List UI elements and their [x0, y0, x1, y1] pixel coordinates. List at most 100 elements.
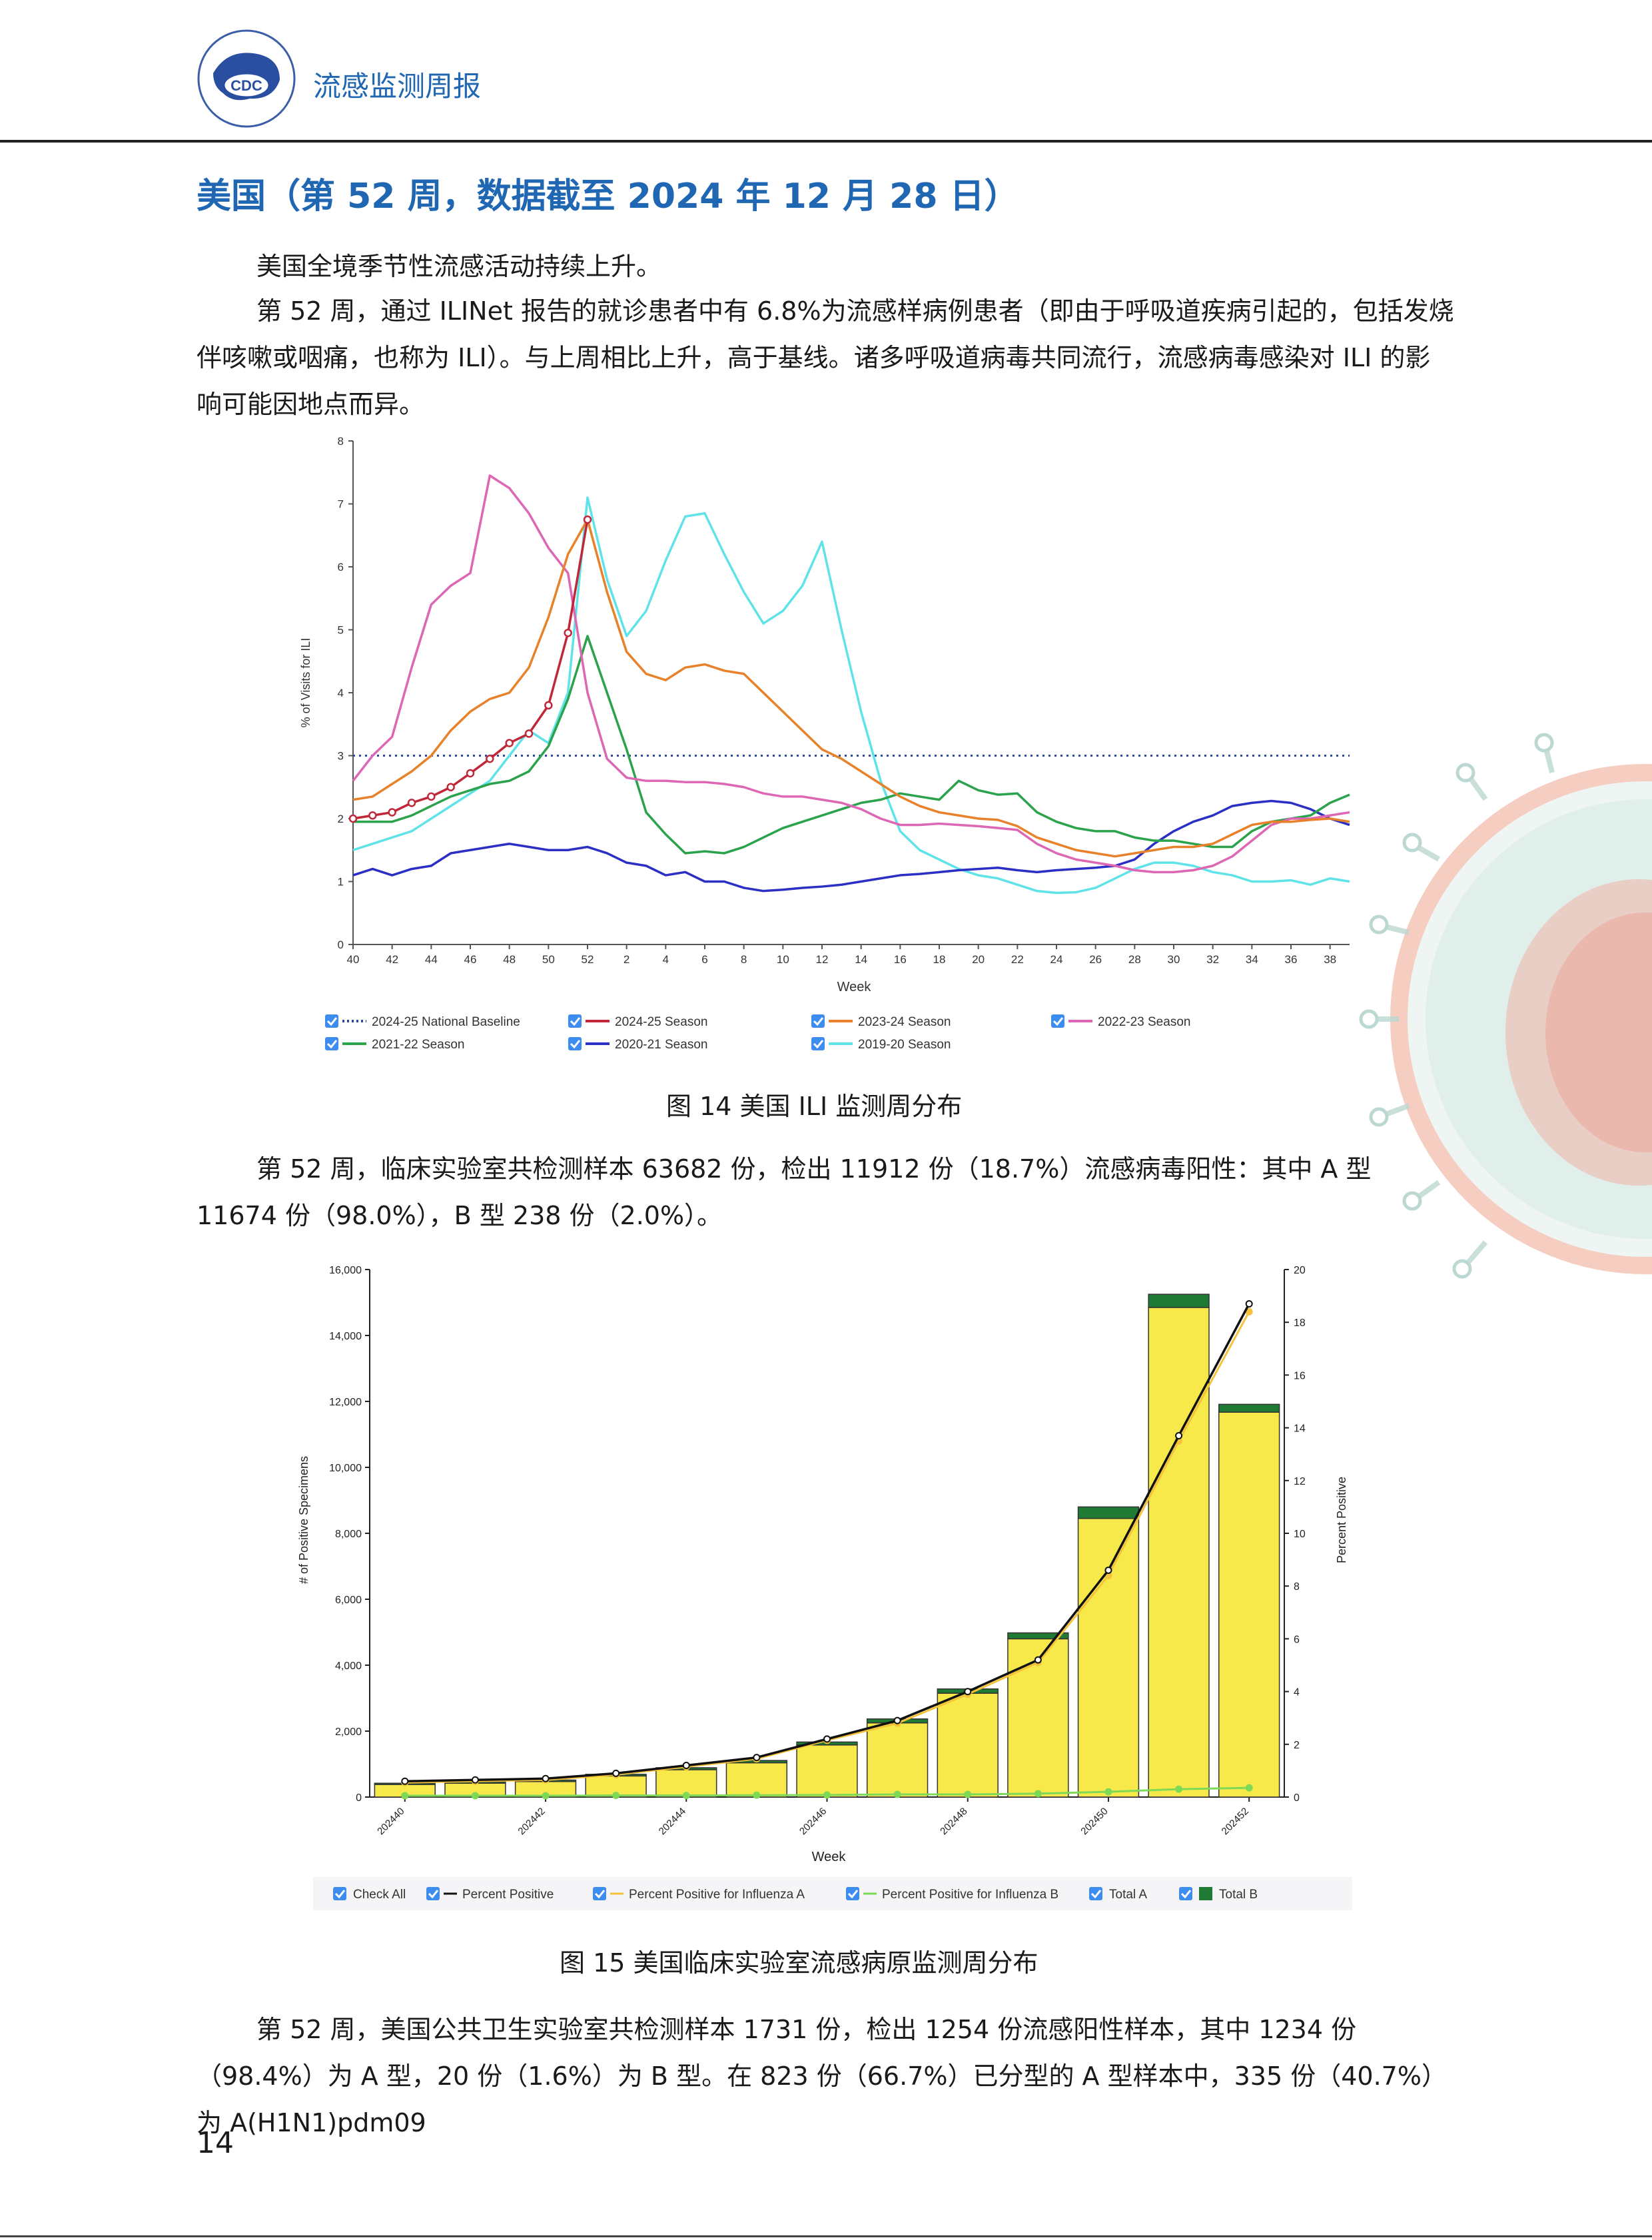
lab-y2tick-label: 20	[1294, 1265, 1306, 1276]
lab-percent-point	[542, 1792, 550, 1800]
lab-ytick-label: 6,000	[335, 1595, 362, 1606]
legend-check-all[interactable]: Check All	[353, 1888, 406, 1902]
ili-series-line	[352, 518, 1350, 858]
ili-point	[505, 739, 514, 747]
lab-bar-total-b	[1148, 1294, 1210, 1308]
ili-ytick-label: 8	[338, 435, 344, 448]
lab-xlabel: Week	[812, 1850, 847, 1864]
lab-y2tick-label: 16	[1294, 1370, 1306, 1381]
ili-point	[564, 628, 572, 637]
ili-xtick-label: 30	[1168, 953, 1180, 966]
legend-2022-23[interactable]: 2022-23 Season	[1098, 1015, 1190, 1029]
lab-y2tick-label: 14	[1294, 1423, 1306, 1435]
ili-xtick-label: 48	[503, 953, 516, 966]
lab-y2tick-label: 18	[1294, 1317, 1306, 1329]
lab-percent-point	[612, 1769, 620, 1777]
legend-2020-21[interactable]: 2020-21 Season	[615, 1038, 707, 1052]
ili-series-line	[352, 799, 1350, 893]
ili-xtick-label: 16	[894, 953, 907, 966]
lab-percent-point	[471, 1776, 479, 1784]
lab-y2tick-label: 0	[1294, 1792, 1300, 1804]
legend-percent-positive-a[interactable]: Percent Positive for Influenza A	[629, 1888, 805, 1902]
lab-bar-total-b	[1077, 1506, 1140, 1519]
page-number: 14	[197, 2126, 234, 2160]
ili-ytick-label: 0	[338, 938, 344, 951]
lab-y2tick-label: 6	[1294, 1634, 1300, 1645]
ili-xtick-label: 28	[1128, 953, 1141, 966]
ili-ylabel: % of Visits for ILI	[299, 638, 312, 728]
lab-percent-point	[964, 1790, 972, 1798]
lab-xtick-label: 202446	[797, 1806, 829, 1837]
paragraph-1: 美国全境季节性流感活动持续上升。	[256, 252, 662, 281]
lab-xtick-label: 202442	[516, 1806, 547, 1837]
ili-xtick-label: 10	[777, 953, 789, 966]
ili-point	[348, 814, 358, 823]
lab-y2tick-label: 12	[1294, 1476, 1306, 1487]
paragraph-4: 第 52 周，美国公共卫生实验室共检测样本 1731 份，检出 1254 份流感…	[197, 2015, 1447, 2137]
ili-xtick-label: 26	[1089, 953, 1102, 966]
ili-xtick-label: 8	[741, 953, 747, 966]
lab-percent-point	[1245, 1784, 1253, 1792]
legend-total-b[interactable]: Total B	[1219, 1888, 1258, 1902]
lab-y2tick-label: 10	[1294, 1529, 1306, 1540]
ili-xtick-label: 52	[582, 953, 594, 966]
header-title: 流感监测周报	[313, 70, 482, 103]
lab-bar-total-a	[866, 1722, 929, 1798]
ili-ytick-label: 4	[338, 687, 344, 699]
lab-bar-total-a	[796, 1744, 858, 1798]
lab-percent-point	[753, 1791, 761, 1799]
lab-bar-total-a	[1218, 1411, 1280, 1798]
lab-bar-total-a	[1077, 1517, 1140, 1798]
legend-percent-positive[interactable]: Percent Positive	[462, 1888, 554, 1902]
ili-ytick-label: 6	[338, 561, 344, 573]
lab-percent-point	[823, 1791, 831, 1799]
lab-percent-point	[401, 1777, 409, 1785]
virus-illustration	[1359, 733, 1652, 1279]
ili-xtick-label: 38	[1324, 953, 1336, 966]
lab-xtick-label: 202440	[375, 1806, 406, 1837]
lab-bar-total-a	[937, 1692, 999, 1798]
lab-percent-point	[1034, 1790, 1042, 1798]
ili-xtick-label: 12	[816, 953, 829, 966]
ili-xtick-label: 50	[542, 953, 555, 966]
ili-ytick-label: 3	[338, 750, 344, 763]
lab-bar-total-b	[1007, 1632, 1069, 1640]
ili-point	[486, 754, 494, 763]
ili-point	[524, 729, 534, 738]
legend-2021-22[interactable]: 2021-22 Season	[372, 1038, 464, 1052]
paragraph-3: 第 52 周，临床实验室共检测样本 63682 份，检出 11912 份（18.…	[197, 1154, 1372, 1230]
lab-ytick-label: 2,000	[335, 1726, 362, 1738]
lab-percent-point	[542, 1774, 550, 1782]
ili-xtick-label: 44	[425, 953, 438, 966]
ili-point	[388, 808, 396, 817]
lab-percent-point	[964, 1688, 972, 1696]
lab-xtick-label: 202444	[657, 1806, 688, 1837]
ili-xtick-label: 18	[933, 953, 946, 966]
lab-bar-total-b	[1218, 1403, 1280, 1413]
ili-point	[427, 792, 436, 801]
legend-2023-24[interactable]: 2023-24 Season	[858, 1015, 951, 1029]
legend-baseline[interactable]: 2024-25 National Baseline	[372, 1015, 520, 1029]
legend-2019-20[interactable]: 2019-20 Season	[858, 1038, 951, 1052]
ili-xtick-label: 40	[347, 953, 360, 966]
section-title: 美国（第 52 周，数据截至 2024 年 12 月 28 日）	[197, 177, 1019, 216]
ili-series-line	[352, 474, 1350, 874]
legend-total-a[interactable]: Total A	[1109, 1888, 1147, 1902]
lab-chart: 0 2,000 4,000 6,000 8,000 10,000 12,000 14,000 1…	[297, 1265, 1352, 1910]
lab-ytick-label: 10,000	[329, 1463, 362, 1474]
ili-xtick-label: 42	[386, 953, 398, 966]
lab-y2tick-label: 4	[1294, 1687, 1300, 1698]
ili-xtick-label: 20	[972, 953, 985, 966]
lab-ytick-label: 14,000	[329, 1331, 362, 1342]
footer-rule	[0, 2235, 1652, 2237]
lab-percent-point	[753, 1754, 761, 1762]
lab-bar-total-a	[725, 1762, 788, 1798]
ili-point	[466, 769, 475, 778]
legend-percent-positive-b[interactable]: Percent Positive for Influenza B	[882, 1888, 1058, 1902]
lab-xtick-label: 202450	[1078, 1806, 1110, 1837]
legend-2024-25[interactable]: 2024-25 Season	[615, 1015, 707, 1029]
lab-percent-point	[1245, 1300, 1253, 1307]
lab-percent-point	[1104, 1566, 1112, 1574]
lab-percent-point	[893, 1790, 901, 1798]
